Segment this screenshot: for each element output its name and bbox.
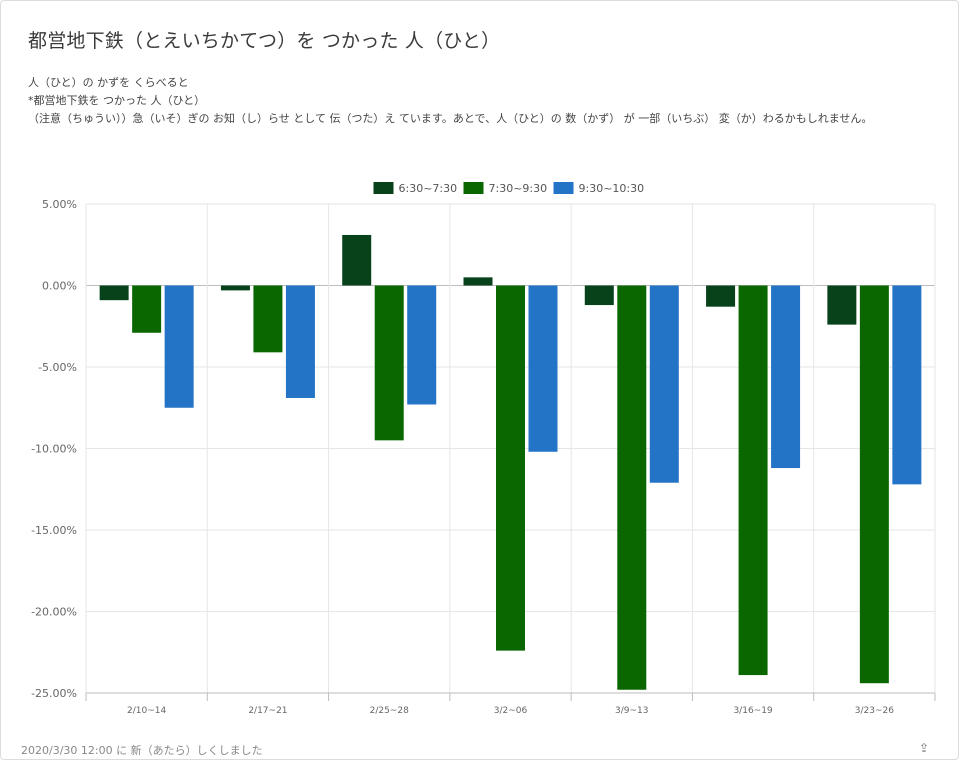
bar xyxy=(253,285,283,353)
bar xyxy=(706,285,736,307)
bar-chart: 5.00% 0.00% -5.00% -10.00% -15.00% -20.00% -25… xyxy=(1,171,959,731)
x-tick-label: 2/17~21 xyxy=(248,706,287,716)
y-tick-label: -25.00% xyxy=(31,687,77,700)
bar xyxy=(99,285,129,301)
description-line-1: 人（ひと）の かずを くらべると xyxy=(28,76,189,89)
bar xyxy=(342,234,372,286)
legend-label: 7:30~9:30 xyxy=(489,182,548,195)
legend-label: 9:30~10:30 xyxy=(579,182,645,195)
bar xyxy=(132,285,162,333)
x-tick-label: 3/2~06 xyxy=(494,706,528,716)
description-line-2: *都営地下鉄を つかった 人（ひと） xyxy=(28,94,206,107)
legend-swatch xyxy=(463,182,484,194)
bar xyxy=(649,285,679,483)
bar xyxy=(738,285,768,676)
bar xyxy=(617,285,647,690)
legend-swatch xyxy=(553,182,574,194)
chart-svg: 5.00% 0.00% -5.00% -10.00% -15.00% -20.00% -25… xyxy=(31,182,936,716)
description-line-3: （注意（ちゅうい））急（いそ）ぎの お知（し）らせ として 伝（つた）え ていま… xyxy=(28,112,873,125)
share-icon[interactable]: ⇪ xyxy=(919,741,930,755)
bar xyxy=(220,285,250,291)
x-tick-label: 3/9~13 xyxy=(615,706,648,716)
bar xyxy=(827,285,857,325)
last-updated-text: 2020/3/30 12:00 に 新（あたら）しくしました xyxy=(21,744,263,757)
bar xyxy=(859,285,889,684)
y-tick-label: 0.00% xyxy=(42,280,77,293)
y-tick-label: -20.00% xyxy=(31,606,77,619)
bar xyxy=(164,285,194,408)
description: 人（ひと）の かずを くらべると *都営地下鉄を つかった 人（ひと） （注意（… xyxy=(28,74,933,128)
bar xyxy=(892,285,922,485)
legend-label: 6:30~7:30 xyxy=(399,182,458,195)
y-tick-label: 5.00% xyxy=(42,198,77,211)
bar xyxy=(285,285,315,398)
bar xyxy=(463,277,493,286)
bar xyxy=(771,285,801,469)
page-title: 都営地下鉄（とえいちかてつ）を つかった 人（ひと） xyxy=(28,30,501,52)
y-tick-label: -15.00% xyxy=(31,524,77,537)
x-tick-label: 3/23~26 xyxy=(855,706,894,716)
y-tick-label: -5.00% xyxy=(38,361,77,374)
bar xyxy=(407,285,437,405)
x-tick-label: 2/10~14 xyxy=(127,706,166,716)
x-tick-label: 2/25~28 xyxy=(370,706,409,716)
x-tick-label: 3/16~19 xyxy=(733,706,772,716)
legend-swatch xyxy=(373,182,394,194)
bar xyxy=(528,285,558,452)
bar xyxy=(584,285,614,306)
bar xyxy=(374,285,404,441)
y-tick-label: -10.00% xyxy=(31,443,77,456)
bar xyxy=(496,285,525,651)
